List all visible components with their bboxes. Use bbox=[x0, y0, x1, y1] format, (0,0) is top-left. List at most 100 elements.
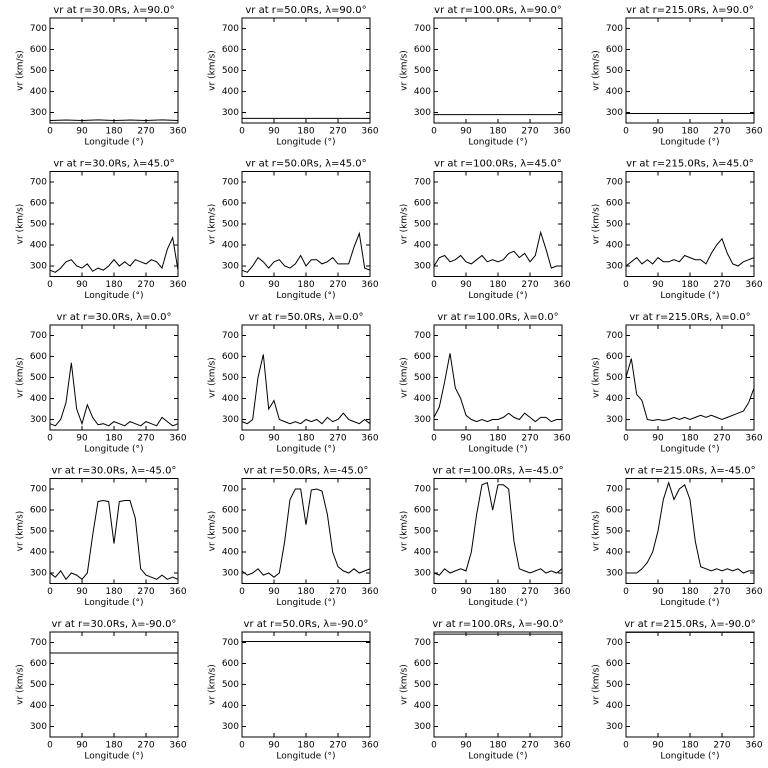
chart-title: vr at r=215.0Rs, λ=90.0° bbox=[626, 5, 754, 16]
plot-frame bbox=[241, 17, 371, 124]
x-tick-label: 360 bbox=[169, 434, 186, 444]
x-tick-label: 270 bbox=[713, 280, 730, 290]
y-tick-label: 600 bbox=[222, 199, 239, 209]
x-axis-label: Longitude (°) bbox=[84, 291, 143, 301]
plot-frame bbox=[49, 478, 179, 584]
y-tick-label: 400 bbox=[606, 87, 623, 97]
x-axis-label: Longitude (°) bbox=[276, 445, 335, 455]
x-tick-label: 90 bbox=[76, 587, 88, 597]
y-tick-label: 500 bbox=[606, 527, 623, 537]
x-tick-label: 270 bbox=[137, 741, 154, 751]
x-axis-label: Longitude (°) bbox=[84, 138, 143, 148]
x-tick-label: 90 bbox=[268, 280, 280, 290]
y-axis-label: vr (km/s) bbox=[208, 50, 218, 91]
y-axis-label: vr (km/s) bbox=[208, 357, 218, 398]
chart-title: vr at r=30.0Rs, λ=45.0° bbox=[53, 159, 174, 170]
y-tick-label: 600 bbox=[222, 352, 239, 362]
y-tick-label: 500 bbox=[222, 680, 239, 690]
y-tick-label: 700 bbox=[606, 178, 623, 188]
chart-title: vr at r=215.0Rs, λ=45.0° bbox=[626, 159, 754, 170]
x-tick-label: 90 bbox=[268, 434, 280, 444]
chart-title: vr at r=30.0Rs, λ=-45.0° bbox=[52, 466, 177, 477]
x-tick-label: 270 bbox=[521, 587, 538, 597]
y-tick-label: 700 bbox=[222, 638, 239, 648]
y-tick-label: 400 bbox=[606, 548, 623, 558]
y-tick-label: 500 bbox=[414, 527, 431, 537]
x-tick-label: 0 bbox=[623, 741, 629, 751]
plot-frame bbox=[241, 478, 371, 584]
x-tick-label: 360 bbox=[553, 434, 570, 444]
x-tick-label: 360 bbox=[361, 741, 378, 751]
x-tick-label: 180 bbox=[681, 587, 698, 597]
y-tick-label: 300 bbox=[414, 262, 431, 272]
y-axis-label: vr (km/s) bbox=[16, 357, 26, 398]
y-tick-label: 500 bbox=[222, 66, 239, 76]
x-tick-label: 270 bbox=[137, 127, 154, 137]
y-axis-label: vr (km/s) bbox=[592, 204, 602, 245]
y-axis-label: vr (km/s) bbox=[592, 50, 602, 91]
y-tick-label: 700 bbox=[222, 331, 239, 341]
x-tick-label: 180 bbox=[105, 434, 122, 444]
x-tick-label: 90 bbox=[76, 280, 88, 290]
y-tick-label: 400 bbox=[30, 548, 47, 558]
x-tick-label: 180 bbox=[105, 587, 122, 597]
x-tick-label: 0 bbox=[47, 587, 53, 597]
y-tick-label: 500 bbox=[606, 220, 623, 230]
x-tick-label: 90 bbox=[268, 741, 280, 751]
y-tick-label: 700 bbox=[414, 485, 431, 495]
y-tick-label: 300 bbox=[30, 722, 47, 732]
y-tick-label: 500 bbox=[30, 373, 47, 383]
y-tick-label: 600 bbox=[414, 352, 431, 362]
y-tick-label: 500 bbox=[414, 66, 431, 76]
x-tick-label: 90 bbox=[460, 434, 472, 444]
chart-title: vr at r=50.0Rs, λ=45.0° bbox=[245, 159, 366, 170]
chart-title: vr at r=30.0Rs, λ=90.0° bbox=[53, 5, 174, 16]
y-tick-label: 600 bbox=[30, 352, 47, 362]
y-tick-label: 600 bbox=[30, 506, 47, 516]
x-tick-label: 180 bbox=[681, 741, 698, 751]
x-tick-label: 0 bbox=[431, 280, 437, 290]
y-tick-label: 500 bbox=[606, 373, 623, 383]
chart-title: vr at r=100.0Rs, λ=-90.0° bbox=[432, 619, 563, 630]
y-axis-label: vr (km/s) bbox=[400, 664, 410, 705]
x-axis-label: Longitude (°) bbox=[660, 752, 719, 762]
y-tick-label: 700 bbox=[222, 178, 239, 188]
y-tick-label: 500 bbox=[30, 527, 47, 537]
y-tick-label: 700 bbox=[606, 331, 623, 341]
y-tick-label: 700 bbox=[414, 24, 431, 34]
y-tick-label: 500 bbox=[30, 220, 47, 230]
y-axis-label: vr (km/s) bbox=[400, 204, 410, 245]
x-axis-label: Longitude (°) bbox=[276, 291, 335, 301]
x-tick-label: 360 bbox=[361, 280, 378, 290]
x-axis-label: Longitude (°) bbox=[660, 598, 719, 608]
x-axis-label: Longitude (°) bbox=[84, 752, 143, 762]
plot-frame bbox=[625, 631, 755, 738]
x-tick-label: 0 bbox=[623, 280, 629, 290]
y-tick-label: 400 bbox=[222, 87, 239, 97]
data-line bbox=[625, 237, 755, 267]
y-tick-label: 700 bbox=[30, 178, 47, 188]
x-tick-label: 0 bbox=[431, 127, 437, 137]
y-tick-label: 600 bbox=[30, 659, 47, 669]
x-tick-label: 360 bbox=[361, 434, 378, 444]
x-tick-label: 0 bbox=[47, 127, 53, 137]
x-tick-label: 360 bbox=[169, 587, 186, 597]
y-tick-label: 700 bbox=[222, 485, 239, 495]
chart-title: vr at r=50.0Rs, λ=-90.0° bbox=[244, 619, 369, 630]
x-tick-label: 180 bbox=[489, 127, 506, 137]
x-axis-label: Longitude (°) bbox=[468, 598, 527, 608]
y-tick-label: 700 bbox=[30, 638, 47, 648]
y-tick-label: 400 bbox=[606, 394, 623, 404]
y-tick-label: 300 bbox=[222, 722, 239, 732]
y-tick-label: 600 bbox=[222, 45, 239, 55]
x-tick-label: 180 bbox=[105, 127, 122, 137]
x-tick-label: 270 bbox=[329, 434, 346, 444]
y-tick-label: 500 bbox=[222, 220, 239, 230]
x-tick-label: 270 bbox=[713, 434, 730, 444]
x-tick-label: 180 bbox=[105, 741, 122, 751]
x-tick-label: 270 bbox=[521, 434, 538, 444]
y-tick-label: 700 bbox=[222, 24, 239, 34]
y-tick-label: 300 bbox=[606, 415, 623, 425]
y-tick-label: 300 bbox=[222, 415, 239, 425]
y-tick-label: 600 bbox=[414, 506, 431, 516]
